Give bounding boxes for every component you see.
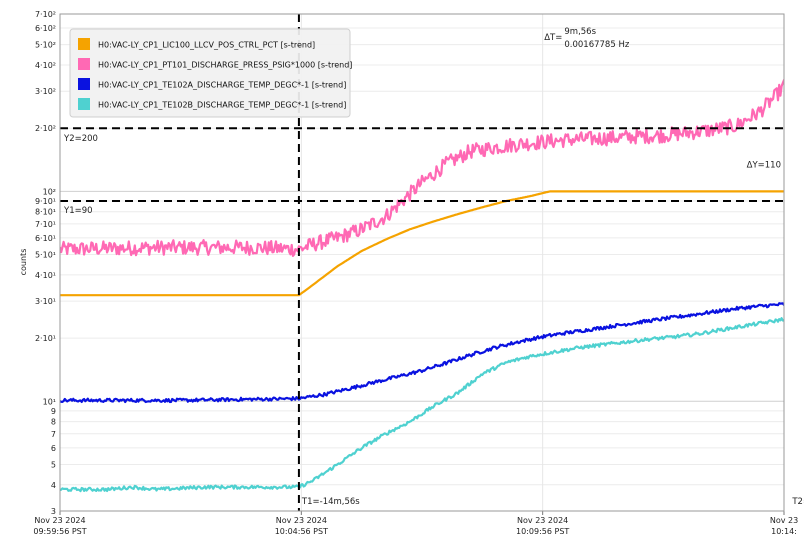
t2-cursor-label: T2=-5m	[791, 497, 804, 507]
legend-swatch[interactable]	[78, 38, 90, 50]
series-line-4[interactable]	[60, 192, 804, 493]
grid-layer	[59, 13, 785, 512]
delta-t-prefix: ΔT=	[544, 33, 562, 43]
legend-entry-label[interactable]: H0:VAC-LY_CP1_TE102B_DISCHARGE_TEMP_DEGC…	[98, 101, 346, 110]
y-tick-label: 9	[51, 407, 56, 416]
y-tick-label: 8	[51, 418, 56, 427]
y-tick-label: 5·10¹	[35, 251, 56, 260]
y-tick-label: 3·10²	[35, 87, 56, 96]
y-tick-label: 10¹	[43, 397, 56, 406]
legend-swatch[interactable]	[78, 78, 90, 90]
legend-box	[69, 28, 351, 118]
y-tick-label: 10²	[43, 187, 56, 196]
x-tick-label-time: 09:59:56 PST	[33, 527, 86, 536]
x-axis: Nov 23 2024 09:59:56 PST Nov 23 2024 10:04:…	[33, 511, 798, 536]
t1-cursor-label: T1=-14m,56s	[301, 497, 360, 507]
delta-y-label: ΔY=110	[747, 161, 781, 171]
y2-cursor-label: Y2=200	[63, 134, 98, 144]
y-tick-label: 7·10²	[35, 10, 56, 19]
legend[interactable]: H0:VAC-LY_CP1_LIC100_LLCV_POS_CTRL_PCT […	[69, 28, 352, 118]
y-tick-label: 4	[51, 481, 56, 490]
y-tick-label: 8·10¹	[35, 208, 56, 217]
delta-t-frequency: 0.00167785 Hz	[564, 40, 629, 50]
y-tick-label: 2·10²	[35, 124, 56, 133]
y1-cursor-label: Y1=90	[63, 206, 93, 216]
legend-entry-label[interactable]: H0:VAC-LY_CP1_TE102A_DISCHARGE_TEMP_DEGC…	[98, 81, 346, 90]
legend-entry-label[interactable]: H0:VAC-LY_CP1_PT101_DISCHARGE_PRESS_PSIG…	[98, 61, 352, 70]
y-tick-label: 6·10¹	[35, 234, 56, 243]
y-tick-label: 9·10¹	[35, 197, 56, 206]
cursor-layer[interactable]: Y1=90 Y2=200 ΔY=110 T1=-14m,56s T2=-5m ΔT=9m,…	[60, 14, 804, 511]
y-tick-label: 4·10²	[35, 61, 56, 70]
y-tick-label: 5·10²	[35, 41, 56, 50]
legend-entry-label[interactable]: H0:VAC-LY_CP1_LIC100_LLCV_POS_CTRL_PCT […	[98, 41, 315, 50]
series-line-1[interactable]	[60, 190, 804, 297]
y-tick-label: 4·10¹	[35, 271, 56, 280]
y-tick-label: 3·10¹	[35, 297, 56, 306]
x-tick-label-time: 10:14:	[771, 527, 797, 536]
legend-swatch[interactable]	[78, 98, 90, 110]
y-tick-label: 3	[51, 507, 56, 516]
y-tick-label: 6	[51, 444, 56, 453]
y-axis-label: counts	[19, 249, 28, 276]
y-tick-label: 6·10²	[35, 24, 56, 33]
delta-t-value: 9m,56s	[564, 27, 596, 37]
plot-area[interactable]	[60, 25, 804, 493]
y-tick-label: 5	[51, 460, 56, 469]
x-tick-label-date: Nov 23 2024	[517, 516, 568, 525]
y-tick-label: 7·10¹	[35, 220, 56, 229]
x-tick-label-date: Nov 23 2024	[276, 516, 327, 525]
legend-swatch[interactable]	[78, 58, 90, 70]
x-tick-label-time: 10:09:56 PST	[516, 527, 569, 536]
x-tick-label-time: 10:04:56 PST	[275, 527, 328, 536]
x-tick-label-date: Nov 23	[770, 516, 798, 525]
y-tick-label: 2·10¹	[35, 334, 56, 343]
series-line-3[interactable]	[60, 187, 804, 404]
series-line-2[interactable]	[60, 25, 804, 257]
y-tick-label: 7	[51, 430, 56, 439]
x-tick-label-date: Nov 23 2024	[34, 516, 85, 525]
plot-frame	[59, 13, 785, 512]
